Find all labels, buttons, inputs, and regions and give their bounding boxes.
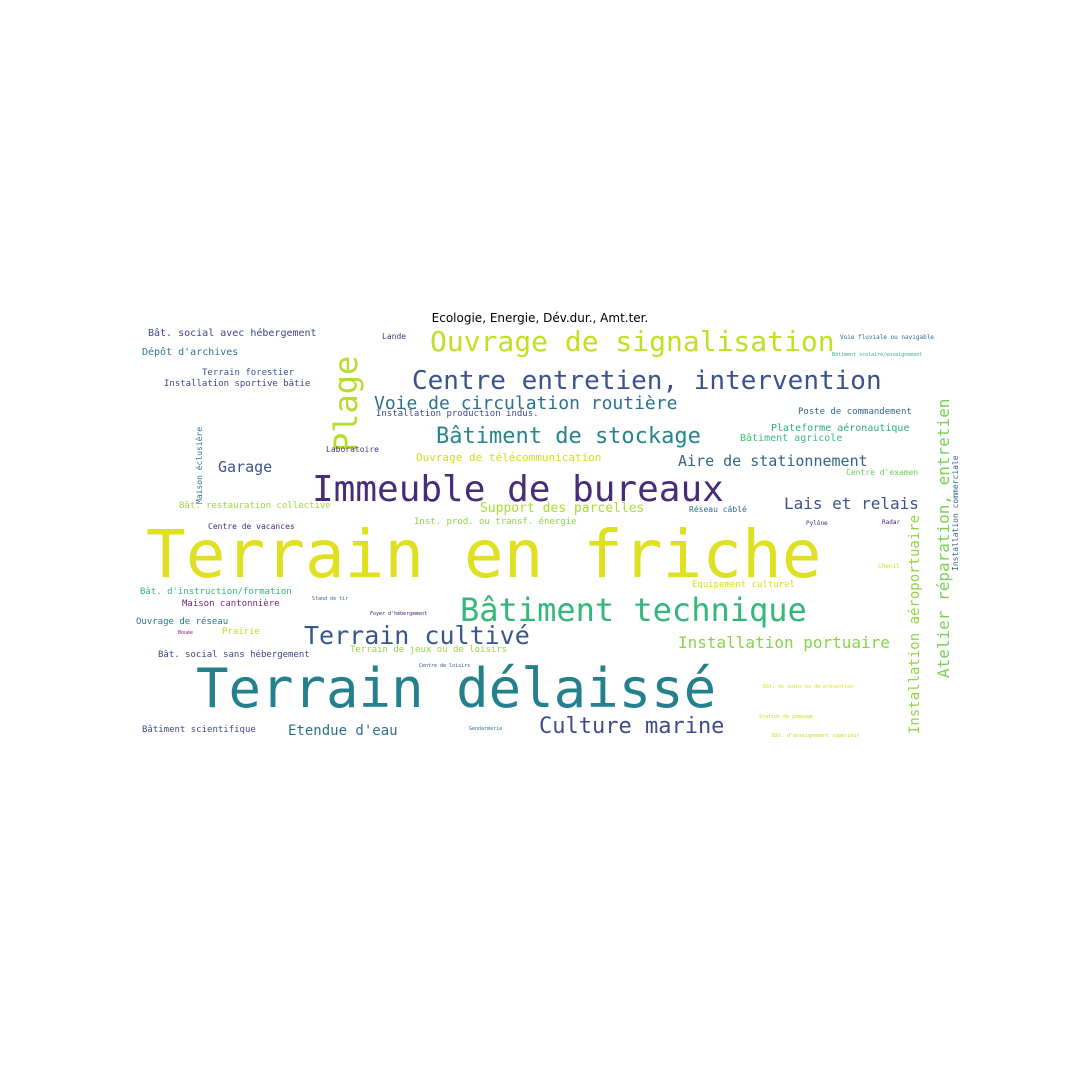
- word-radar: Radar: [882, 519, 901, 526]
- word-batiment-technique: Bâtiment technique: [460, 591, 807, 629]
- word-reseau-cable: Réseau câblé: [689, 505, 747, 514]
- word-bat-restauration-collective: Bât. restauration collective: [179, 501, 331, 511]
- word-bouee: Bouée: [178, 630, 194, 636]
- word-equipement-culturel: Equipement culturel: [692, 580, 795, 590]
- word-batiment-scientifique: Bâtiment scientifique: [142, 725, 256, 735]
- word-centre-de-loisirs: Centre de loisirs: [419, 663, 471, 669]
- word-installation-commerciale: Installation commerciale: [951, 455, 960, 571]
- word-centre-de-vacances: Centre de vacances: [208, 522, 295, 531]
- word-terrain-delaisse: Terrain délaissé: [196, 657, 717, 720]
- word-gendarmerie: Gendarmerie: [469, 726, 503, 732]
- word-plage: Plage: [327, 355, 365, 452]
- word-installation-production-indus: Installation production indus.: [376, 409, 539, 419]
- word-etendue-d-eau: Etendue d'eau: [288, 723, 398, 739]
- word-inst-prod-ou-transf-energie: Inst. prod. ou transf. énergie: [414, 517, 577, 527]
- word-maison-eclusiere: Maison éclusière: [195, 426, 204, 504]
- word-batiment-scolaire-enseignement: Bâtiment scolaire/enseignement: [832, 352, 923, 358]
- word-lais-et-relais: Lais et relais: [784, 494, 919, 513]
- word-foyer-d-hebergement: Foyer d'hébergement: [370, 611, 428, 617]
- word-immeuble-de-bureaux: Immeuble de bureaux: [312, 469, 724, 510]
- word-terrain-forestier: Terrain forestier: [202, 368, 295, 378]
- word-cloud: Terrain en friche Terrain délaissé Immeu…: [134, 326, 964, 746]
- word-bat-social-sans-hebergement: Bât. social sans hébergement: [158, 650, 310, 660]
- word-installation-portuaire: Installation portuaire: [678, 633, 890, 652]
- word-plateforme-aeronautique: Plateforme aéronautique: [771, 423, 910, 434]
- word-chenil: Chenil: [878, 563, 900, 570]
- word-atelier-reparation-entretien: Atelier réparation, entretien: [934, 398, 953, 678]
- word-bat-de-soins-ou-de-prevention: Bât. de soins ou de prévention: [763, 684, 854, 690]
- word-poste-de-commandement: Poste de commandement: [798, 407, 912, 417]
- word-bat-social-avec-hebergement: Bât. social avec hébergement: [148, 328, 317, 339]
- word-stand-de-tir: Stand de tir: [312, 596, 349, 602]
- word-voie-de-circulation-routiere: Voie de circulation routière: [374, 393, 678, 414]
- word-terrain-cultive: Terrain cultivé: [304, 621, 530, 650]
- word-bat-d-enseignement-superieur: Bât. d'enseignement supérieur: [772, 733, 860, 739]
- word-installation-aeroportuaire: Installation aéroportuaire: [907, 514, 923, 734]
- chart-title: Ecologie, Energie, Dév.dur., Amt.ter.: [431, 311, 649, 325]
- word-maison-cantonniere: Maison cantonnière: [182, 599, 280, 609]
- word-depot-d-archives: Dépôt d'archives: [142, 347, 239, 358]
- word-terrain-en-friche: Terrain en friche: [146, 516, 822, 593]
- word-ouvrage-de-telecommunication: Ouvrage de télécommunication: [416, 451, 602, 464]
- word-station-de-pompage: Station de pompage: [759, 714, 814, 720]
- word-support-des-parcelles: Support des parcelles: [480, 501, 645, 516]
- word-terrain-de-jeux-ou-de-loisirs: Terrain de jeux ou de loisirs: [350, 645, 508, 655]
- word-laboratoire: Laboratoire: [326, 445, 379, 454]
- word-ouvrage-de-signalisation: Ouvrage de signalisation: [430, 326, 835, 358]
- word-culture-marine: Culture marine: [539, 714, 725, 739]
- word-centre-d-examen: Centre d'examen: [846, 468, 919, 477]
- word-centre-entretien-intervention: Centre entretien, intervention: [412, 366, 882, 396]
- word-batiment-agricole: Bâtiment agricole: [740, 433, 843, 444]
- word-voie-fluviale-ou-navigable: Voie fluviale ou navigable: [840, 334, 934, 341]
- word-installation-sportive-batie: Installation sportive bâtie: [164, 379, 311, 389]
- word-pylone: Pylône: [806, 520, 828, 527]
- word-batiment-de-stockage: Bâtiment de stockage: [436, 424, 701, 449]
- word-aire-de-stationnement: Aire de stationnement: [678, 452, 868, 470]
- word-garage: Garage: [218, 458, 273, 476]
- word-prairie: Prairie: [222, 627, 260, 637]
- word-bat-d-instruction-formation: Bât. d'instruction/formation: [140, 587, 292, 597]
- word-ouvrage-de-reseau: Ouvrage de réseau: [136, 617, 229, 627]
- word-lande: Lande: [382, 332, 407, 341]
